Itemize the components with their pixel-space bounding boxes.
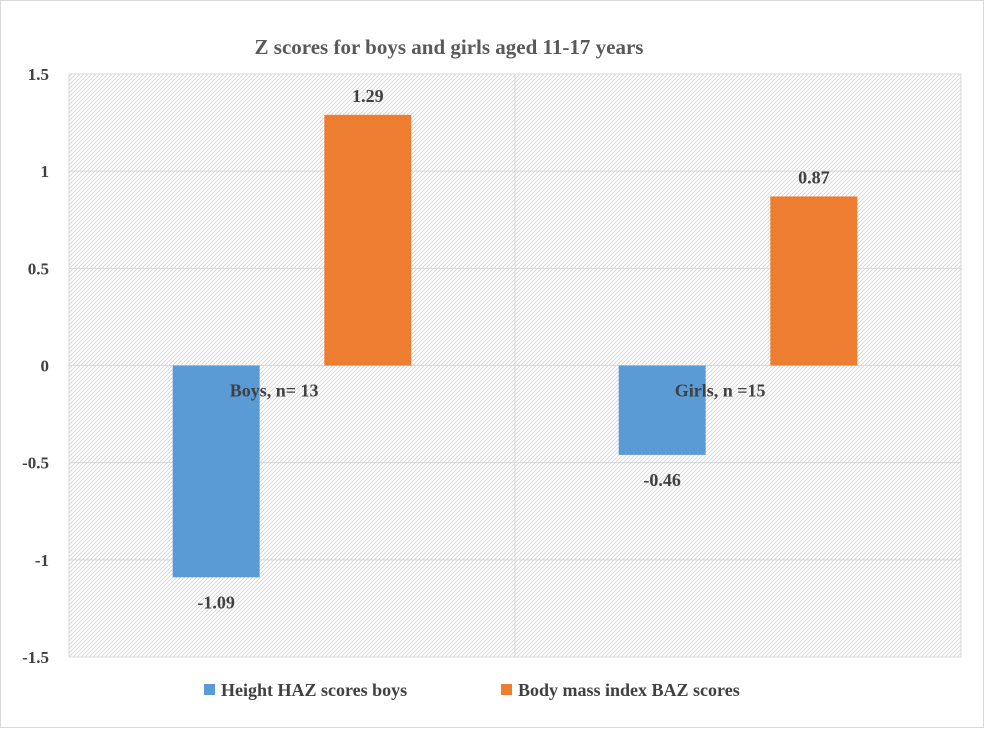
y-tick-label: -1.5 [22,648,49,667]
data-label: -1.09 [197,592,235,612]
data-label: 0.87 [798,167,830,187]
bar-haz-1 [618,365,706,455]
y-tick-label: -0.5 [22,454,49,473]
bar-baz-1 [770,196,858,366]
bar-layer [172,114,858,578]
legend-swatch [501,684,512,695]
chart-title: Z scores for boys and girls aged 11-17 y… [255,35,644,59]
data-label: 1.29 [352,86,384,106]
y-tick-label: -1 [35,551,49,570]
y-tick-label: 1 [41,162,50,181]
y-tick-label: 0 [41,357,50,376]
data-label: -0.46 [643,470,681,490]
y-tick-label: 0.5 [28,259,49,278]
category-label: Boys, n= 13 [230,381,319,401]
legend-label: Body mass index BAZ scores [518,680,740,700]
y-tick-label: 1.5 [28,65,49,84]
legend: Height HAZ scores boys Body mass index BA… [204,680,740,700]
bar-haz-0 [172,365,260,578]
bar-baz-0 [324,114,412,366]
category-label: Girls, n =15 [675,381,766,401]
legend-label: Height HAZ scores boys [221,680,407,700]
legend-swatch [204,684,215,695]
label-layer: 1.5 1 0.5 0 -0.5 -1 -1.5 -1.09 1.29 Boys, n= 13 -0… [22,65,829,667]
